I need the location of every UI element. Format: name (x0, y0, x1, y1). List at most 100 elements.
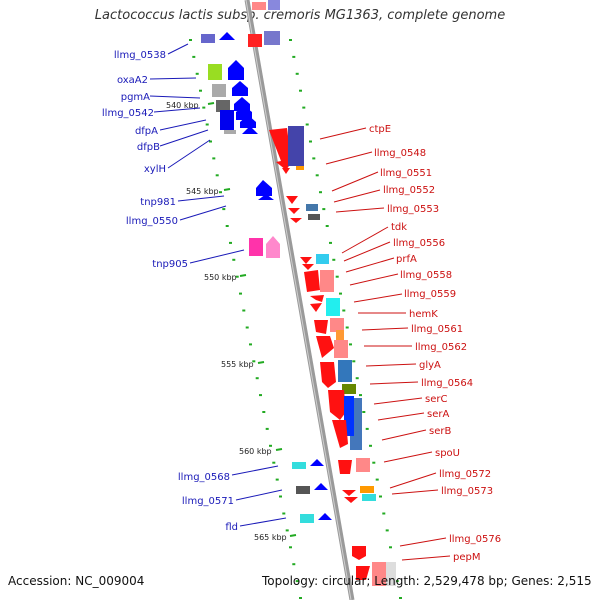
gene-glyA-arrow[interactable] (320, 362, 336, 388)
gene-glyA-block[interactable] (338, 360, 352, 382)
label-spoU[interactable]: spoU (435, 448, 460, 459)
label-llmg_0571[interactable]: llmg_0571 (182, 496, 234, 507)
gene-llmg_0572-block[interactable] (360, 486, 374, 493)
label-xylH[interactable]: xylH (144, 164, 166, 175)
gene-llmg_0556-arrow[interactable] (302, 264, 314, 270)
label-fld[interactable]: fld (225, 522, 238, 533)
gene-spoU-arrow[interactable] (338, 460, 352, 474)
gene-tnp905-block[interactable] (249, 238, 263, 256)
gene-prfA-arrow[interactable] (304, 270, 320, 292)
label-serA[interactable]: serA (427, 409, 449, 420)
gene-oxaA2-block[interactable] (208, 64, 222, 80)
label-llmg_0550[interactable]: llmg_0550 (126, 216, 178, 227)
label-tnp981[interactable]: tnp981 (140, 197, 176, 208)
gene-hemK-arrow[interactable] (310, 303, 322, 312)
gene-llmg_0572-arrow[interactable] (342, 490, 356, 496)
gene-tnp981-arrow[interactable] (256, 180, 272, 196)
gene-prfA-block[interactable] (320, 270, 334, 292)
label-llmg_0573[interactable]: llmg_0573 (441, 486, 493, 497)
label-llmg_0548[interactable]: llmg_0548 (374, 148, 426, 159)
label-llmg_0559[interactable]: llmg_0559 (404, 289, 456, 300)
gene-ctpE-block[interactable] (288, 126, 304, 166)
gene-llmg_0551-arrow[interactable] (286, 196, 298, 204)
label-serC[interactable]: serC (425, 394, 447, 405)
gene-dfpB-block[interactable] (224, 130, 236, 134)
label-llmg_0568[interactable]: llmg_0568 (178, 472, 230, 483)
gene-llmg_0571-arrow[interactable] (314, 483, 328, 490)
label-llmg_0553[interactable]: llmg_0553 (387, 204, 439, 215)
label-llmg_0558[interactable]: llmg_0558 (400, 270, 452, 281)
gene-llmg_0562-arrow[interactable] (316, 336, 334, 358)
top-gene-block-4[interactable] (268, 0, 280, 10)
label-llmg_0542[interactable]: llmg_0542 (102, 108, 154, 119)
gene-pepM-block-2[interactable] (386, 562, 396, 586)
gene-fld-arrow[interactable] (318, 513, 332, 520)
gene-pepM-block[interactable] (372, 562, 386, 586)
gene-pgmA-arrow[interactable] (232, 81, 248, 96)
gene-dfpA-block[interactable] (220, 110, 234, 130)
label-serB[interactable]: serB (429, 426, 451, 437)
label-oxaA2[interactable]: oxaA2 (117, 75, 148, 86)
gene-llmg_0542-block[interactable] (216, 100, 230, 112)
gene-serB-block[interactable] (350, 436, 362, 450)
label-prfA[interactable]: prfA (396, 254, 417, 265)
gene-llmg_0561-block-2[interactable] (336, 330, 344, 342)
label-llmg_0538[interactable]: llmg_0538 (114, 50, 166, 61)
gene-llmg_0553-block[interactable] (308, 214, 320, 220)
gene-llmg_0561-block[interactable] (330, 318, 344, 332)
gene-llmg_0576-arrow[interactable] (352, 546, 366, 560)
gene-llmg_0573-block[interactable] (362, 494, 376, 501)
gene-tdk-block[interactable] (316, 254, 329, 264)
gene-xylH-arrow[interactable] (242, 126, 258, 134)
gene-tnp905-arrow[interactable] (266, 236, 280, 258)
gene-serA-block[interactable] (354, 398, 362, 438)
label-dfpB[interactable]: dfpB (137, 142, 160, 153)
label-llmg_0556[interactable]: llmg_0556 (393, 238, 445, 249)
gene-llmg_0550-arrow[interactable] (258, 194, 274, 200)
label-llmg_0576[interactable]: llmg_0576 (449, 534, 501, 545)
label-ctpE[interactable]: ctpE (369, 124, 391, 135)
label-tdk[interactable]: tdk (391, 222, 407, 233)
label-dfpA[interactable]: dfpA (135, 126, 158, 137)
label-tnp905[interactable]: tnp905 (152, 259, 188, 270)
gene-fld-block[interactable] (300, 514, 314, 523)
gene-oxaA2-arrow[interactable] (228, 60, 244, 80)
gene-serA-arrow[interactable] (332, 420, 348, 448)
label-llmg_0562[interactable]: llmg_0562 (415, 342, 467, 353)
gene-llmg_0552-block[interactable] (306, 204, 318, 211)
top-gene-block-3[interactable] (252, 2, 266, 10)
gene-tdk-arrow[interactable] (300, 257, 312, 264)
gene-llmg_0571-block[interactable] (296, 486, 310, 494)
gene-serC-block[interactable] (344, 396, 354, 436)
label-glyA[interactable]: glyA (419, 360, 441, 371)
gene-llmg_0573-arrow[interactable] (344, 497, 358, 503)
gene-llmg_0552-arrow[interactable] (288, 208, 300, 214)
label-llmg_0561[interactable]: llmg_0561 (411, 324, 463, 335)
label-hemK[interactable]: hemK (409, 309, 438, 320)
label-llmg_0564[interactable]: llmg_0564 (421, 378, 473, 389)
gene-pgmA-block[interactable] (212, 84, 226, 97)
label-pgmA[interactable]: pgmA (121, 92, 150, 103)
label-pepM[interactable]: pepM (453, 552, 480, 563)
label-llmg_0551[interactable]: llmg_0551 (380, 168, 432, 179)
gene-dfpB-arrow[interactable] (240, 115, 256, 128)
top-gene-block-1[interactable] (248, 34, 262, 47)
gene-llmg_0538-arrow[interactable] (219, 32, 235, 40)
gene-spoU-block[interactable] (356, 458, 370, 472)
top-gene-block-2[interactable] (264, 31, 280, 45)
gene-llmg_0559-block[interactable] (326, 298, 340, 316)
gene-llmg_0548-arrow[interactable] (282, 168, 290, 174)
gene-llmg_0562-block[interactable] (334, 340, 348, 358)
gene-llmg_0561-arrow[interactable] (314, 320, 328, 334)
gene-llmg_0568-block[interactable] (292, 462, 306, 469)
gene-llmg_0564-block[interactable] (342, 384, 356, 394)
gene-serC-arrow[interactable] (328, 390, 346, 420)
label-llmg_0552[interactable]: llmg_0552 (383, 185, 435, 196)
gene-llmg_0553-arrow[interactable] (290, 218, 302, 223)
label-llmg_0572[interactable]: llmg_0572 (439, 469, 491, 480)
gene-llmg_0568-arrow[interactable] (310, 459, 324, 466)
gene-llmg_0559-arrow[interactable] (310, 295, 324, 302)
gene-pepM-arrow[interactable] (356, 566, 370, 580)
gene-llmg_0548-block[interactable] (296, 166, 304, 170)
gene-llmg_0538-block[interactable] (201, 34, 215, 43)
